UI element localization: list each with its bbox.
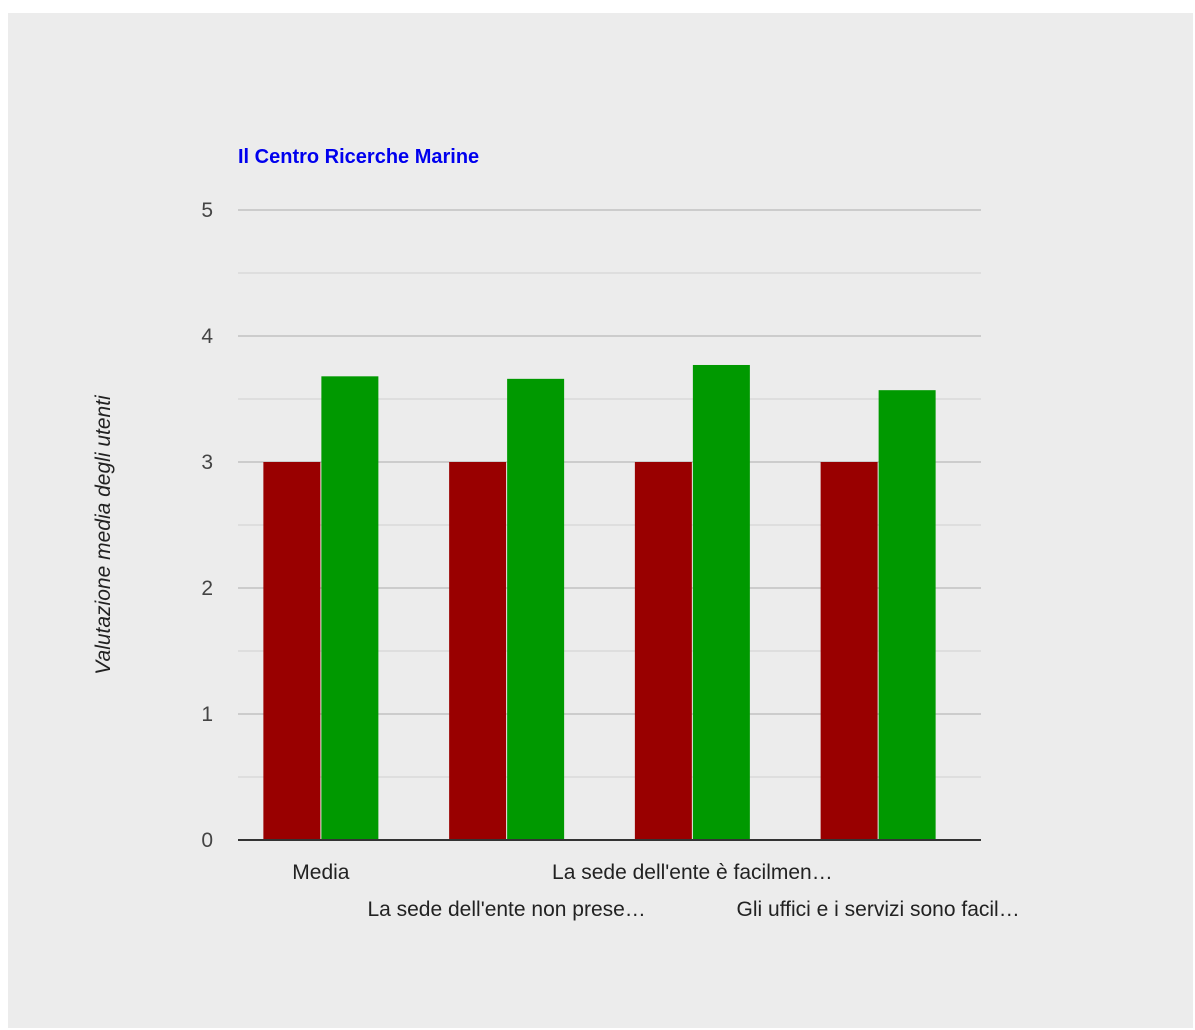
bar-series-1-2[interactable] [449, 462, 507, 840]
chart-title: Il Centro Ricerche Marine [238, 146, 479, 168]
y-tick-label: 4 [201, 325, 213, 348]
y-tick-label: 1 [201, 703, 213, 726]
bar-series-2-4[interactable] [878, 390, 936, 840]
bar-series-1-4[interactable] [820, 462, 878, 840]
bars [263, 364, 936, 840]
y-tick-label: 5 [201, 199, 213, 222]
x-category-label: Media [292, 861, 350, 884]
y-tick-label: 2 [201, 577, 213, 600]
y-axis-ticks: 0 1 2 3 4 5 [201, 199, 213, 852]
bar-series-1-3[interactable] [634, 462, 692, 840]
bar-series-2-1[interactable] [321, 376, 379, 840]
chart-panel: Il Centro Ricerche Marine 0 1 2 3 4 5 Media La… [8, 13, 1193, 1028]
bar-series-2-2[interactable] [507, 378, 565, 840]
y-axis-label: Valutazione media degli utenti [92, 394, 115, 675]
x-category-label: La sede dell'ente è facilmen… [552, 861, 833, 884]
bar-series-1-1[interactable] [263, 462, 321, 840]
x-axis-categories: Media La sede dell'ente non prese… La sede… [292, 861, 1019, 921]
y-tick-label: 0 [201, 829, 213, 852]
x-category-label: Gli uffici e i servizi sono facil… [737, 898, 1020, 921]
x-category-label: La sede dell'ente non prese… [367, 898, 645, 921]
y-tick-label: 3 [201, 451, 213, 474]
bar-chart: Il Centro Ricerche Marine 0 1 2 3 4 5 Media La… [92, 146, 1020, 921]
bar-series-2-3[interactable] [692, 364, 750, 840]
